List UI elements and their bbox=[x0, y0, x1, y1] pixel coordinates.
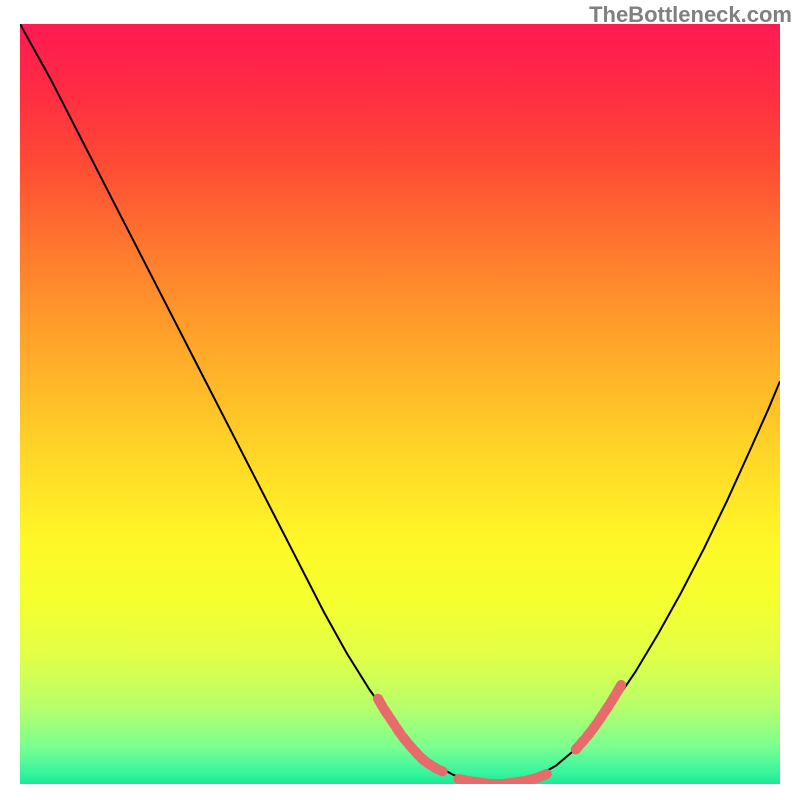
marker-segment bbox=[617, 685, 622, 693]
marker-overlay bbox=[20, 24, 780, 784]
marker-segment bbox=[439, 770, 442, 771]
chart-canvas: TheBottleneck.com bbox=[0, 0, 800, 800]
plot-area bbox=[20, 24, 780, 784]
marker-segment bbox=[538, 774, 547, 777]
